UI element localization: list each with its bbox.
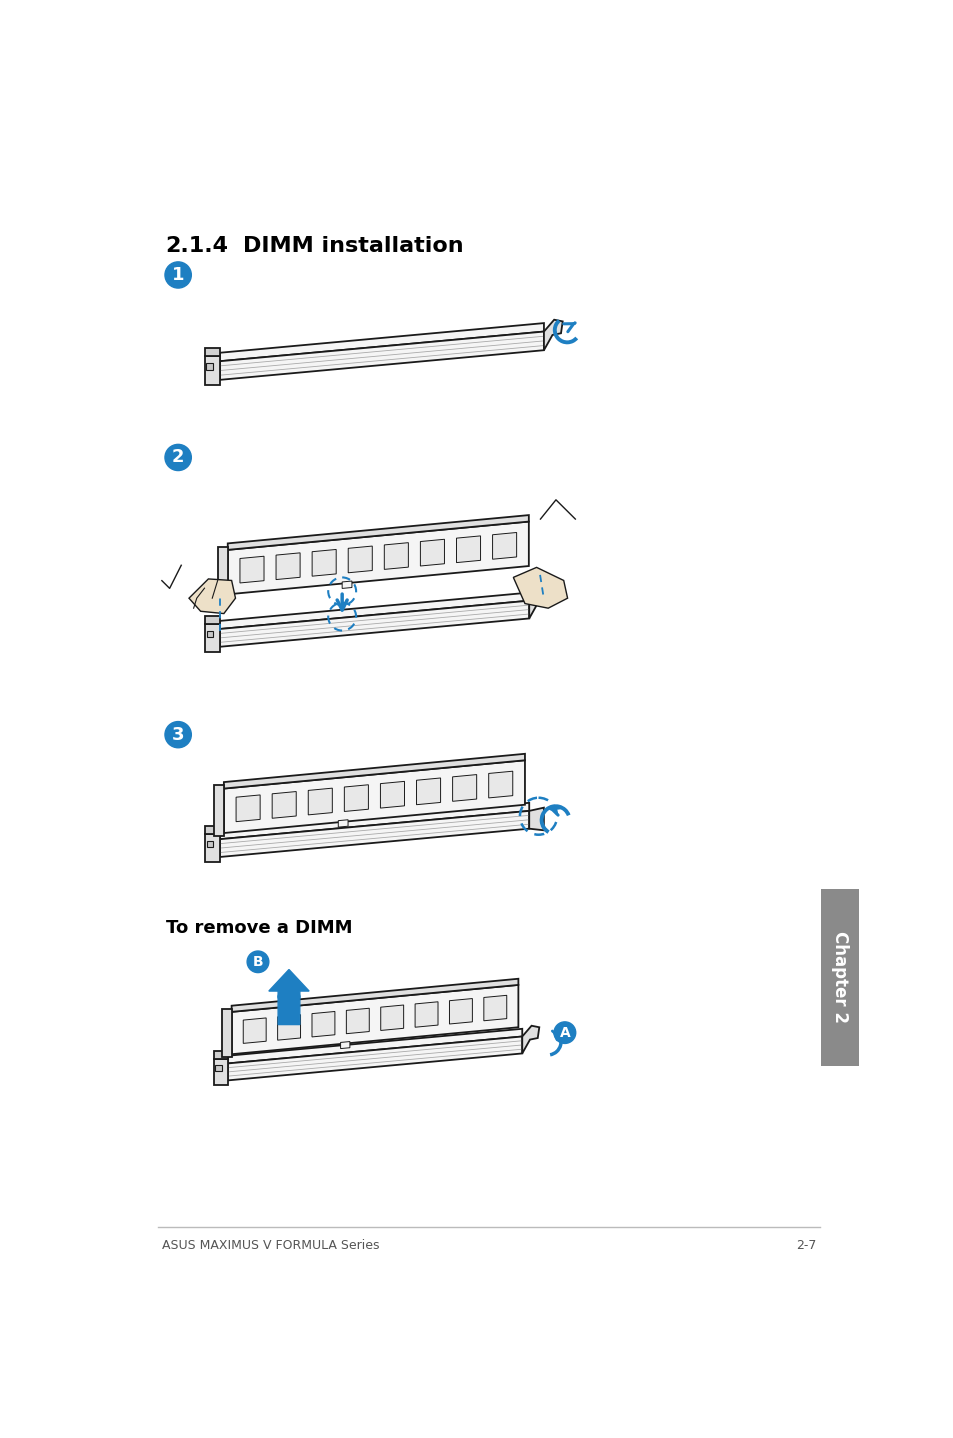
Polygon shape <box>452 775 476 801</box>
Polygon shape <box>205 357 220 385</box>
Polygon shape <box>228 522 528 594</box>
Polygon shape <box>228 1028 521 1064</box>
Polygon shape <box>483 995 506 1021</box>
Polygon shape <box>213 1051 228 1058</box>
Polygon shape <box>220 811 529 857</box>
Polygon shape <box>235 795 260 821</box>
Polygon shape <box>338 820 348 827</box>
Polygon shape <box>529 590 547 618</box>
Polygon shape <box>420 539 444 567</box>
Text: DIMM installation: DIMM installation <box>243 236 463 256</box>
Polygon shape <box>228 515 528 549</box>
Polygon shape <box>205 624 220 651</box>
Polygon shape <box>205 834 220 861</box>
Polygon shape <box>205 615 220 624</box>
Polygon shape <box>416 778 440 805</box>
Polygon shape <box>205 348 220 357</box>
Circle shape <box>165 262 192 288</box>
Polygon shape <box>228 1037 521 1080</box>
Polygon shape <box>224 754 524 788</box>
Circle shape <box>554 1022 575 1044</box>
Polygon shape <box>224 761 524 833</box>
Polygon shape <box>217 546 228 598</box>
Polygon shape <box>272 791 296 818</box>
FancyArrow shape <box>269 969 309 1024</box>
Bar <box>215 1066 221 1071</box>
Polygon shape <box>220 601 529 647</box>
Text: 2.1.4: 2.1.4 <box>166 236 229 256</box>
Bar <box>207 631 213 637</box>
Polygon shape <box>240 557 264 582</box>
Polygon shape <box>543 319 562 351</box>
Text: Chapter 2: Chapter 2 <box>830 932 848 1024</box>
Circle shape <box>165 722 192 748</box>
Text: To remove a DIMM: To remove a DIMM <box>166 919 352 938</box>
FancyBboxPatch shape <box>821 889 858 1066</box>
Polygon shape <box>220 802 529 840</box>
Polygon shape <box>384 542 408 569</box>
Polygon shape <box>344 785 368 811</box>
Polygon shape <box>521 1025 538 1054</box>
Polygon shape <box>340 1041 350 1048</box>
Polygon shape <box>213 1058 228 1086</box>
Polygon shape <box>232 985 517 1054</box>
Polygon shape <box>312 1011 335 1037</box>
Polygon shape <box>205 827 220 834</box>
Polygon shape <box>275 552 300 580</box>
Polygon shape <box>529 808 543 830</box>
Bar <box>206 362 213 370</box>
Text: A: A <box>558 1025 570 1040</box>
Polygon shape <box>277 1015 300 1040</box>
Polygon shape <box>513 568 567 608</box>
Polygon shape <box>342 581 352 588</box>
Polygon shape <box>243 1018 266 1044</box>
Polygon shape <box>189 580 235 614</box>
Polygon shape <box>488 771 512 798</box>
Polygon shape <box>380 781 404 808</box>
Polygon shape <box>220 332 543 380</box>
Circle shape <box>165 444 192 470</box>
Circle shape <box>247 951 269 972</box>
Text: ASUS MAXIMUS V FORMULA Series: ASUS MAXIMUS V FORMULA Series <box>162 1240 379 1252</box>
Bar <box>207 841 213 847</box>
Polygon shape <box>380 1005 403 1031</box>
Polygon shape <box>348 546 372 572</box>
Polygon shape <box>346 1008 369 1034</box>
Polygon shape <box>308 788 332 815</box>
Polygon shape <box>415 1002 437 1027</box>
Polygon shape <box>456 536 480 562</box>
Text: 2: 2 <box>172 449 184 466</box>
Text: 3: 3 <box>172 726 184 743</box>
Polygon shape <box>213 785 224 837</box>
Polygon shape <box>220 592 529 628</box>
Text: 1: 1 <box>172 266 184 283</box>
Polygon shape <box>449 998 472 1024</box>
Polygon shape <box>222 1009 232 1057</box>
Polygon shape <box>232 979 517 1012</box>
Polygon shape <box>312 549 335 577</box>
Polygon shape <box>220 324 543 361</box>
Text: 2-7: 2-7 <box>796 1240 816 1252</box>
Polygon shape <box>492 532 517 559</box>
Text: B: B <box>253 955 263 969</box>
